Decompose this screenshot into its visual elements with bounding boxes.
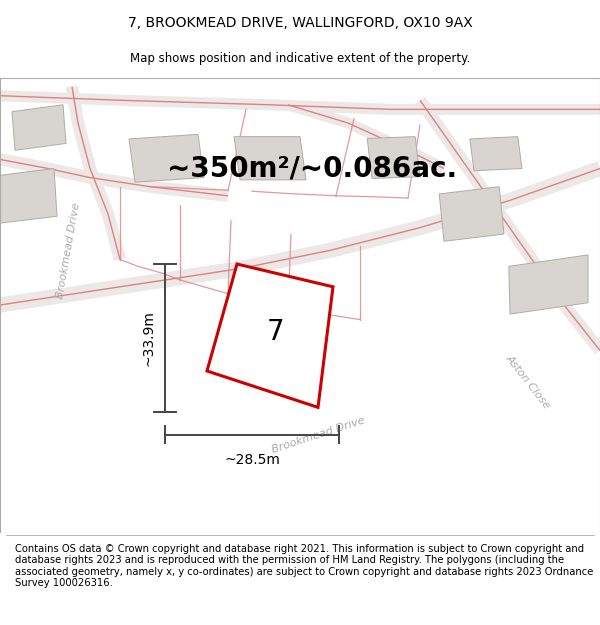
Text: ~33.9m: ~33.9m [141, 310, 155, 366]
Text: ~28.5m: ~28.5m [224, 452, 280, 467]
Text: ~350m²/~0.086ac.: ~350m²/~0.086ac. [167, 154, 457, 182]
Text: Contains OS data © Crown copyright and database right 2021. This information is : Contains OS data © Crown copyright and d… [15, 544, 593, 588]
Text: Brookmead Drive: Brookmead Drive [56, 202, 82, 299]
Polygon shape [470, 137, 522, 171]
Text: 7: 7 [267, 318, 285, 346]
Polygon shape [0, 169, 57, 223]
Polygon shape [234, 137, 306, 180]
Polygon shape [509, 255, 588, 314]
Polygon shape [367, 137, 420, 179]
Polygon shape [207, 264, 333, 408]
Polygon shape [439, 187, 504, 241]
Text: Brookmead Drive: Brookmead Drive [270, 415, 366, 454]
Polygon shape [12, 105, 66, 150]
Text: 7, BROOKMEAD DRIVE, WALLINGFORD, OX10 9AX: 7, BROOKMEAD DRIVE, WALLINGFORD, OX10 9A… [128, 16, 472, 31]
Polygon shape [129, 134, 204, 182]
Text: Aston Close: Aston Close [504, 354, 552, 411]
Text: Map shows position and indicative extent of the property.: Map shows position and indicative extent… [130, 52, 470, 65]
